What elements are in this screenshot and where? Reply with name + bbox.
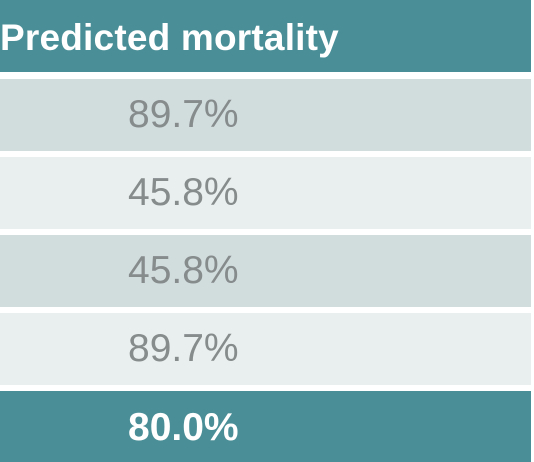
table-row: 45.8% (0, 235, 531, 307)
total-value: 80.0% (128, 406, 239, 449)
table-row: 89.7% (0, 313, 531, 385)
table-cell-value: 45.8% (128, 171, 239, 214)
column-header-predicted-mortality: Predicted mortality (0, 17, 339, 58)
table-header: Predicted mortality (0, 0, 531, 72)
table-cell-value: 89.7% (128, 327, 239, 370)
table-cell-value: 45.8% (128, 249, 239, 292)
table-row: 89.7% (0, 79, 531, 151)
table-row: 45.8% (0, 157, 531, 229)
table-total-row: 80.0% (0, 391, 531, 462)
table-cell-value: 89.7% (128, 93, 239, 136)
